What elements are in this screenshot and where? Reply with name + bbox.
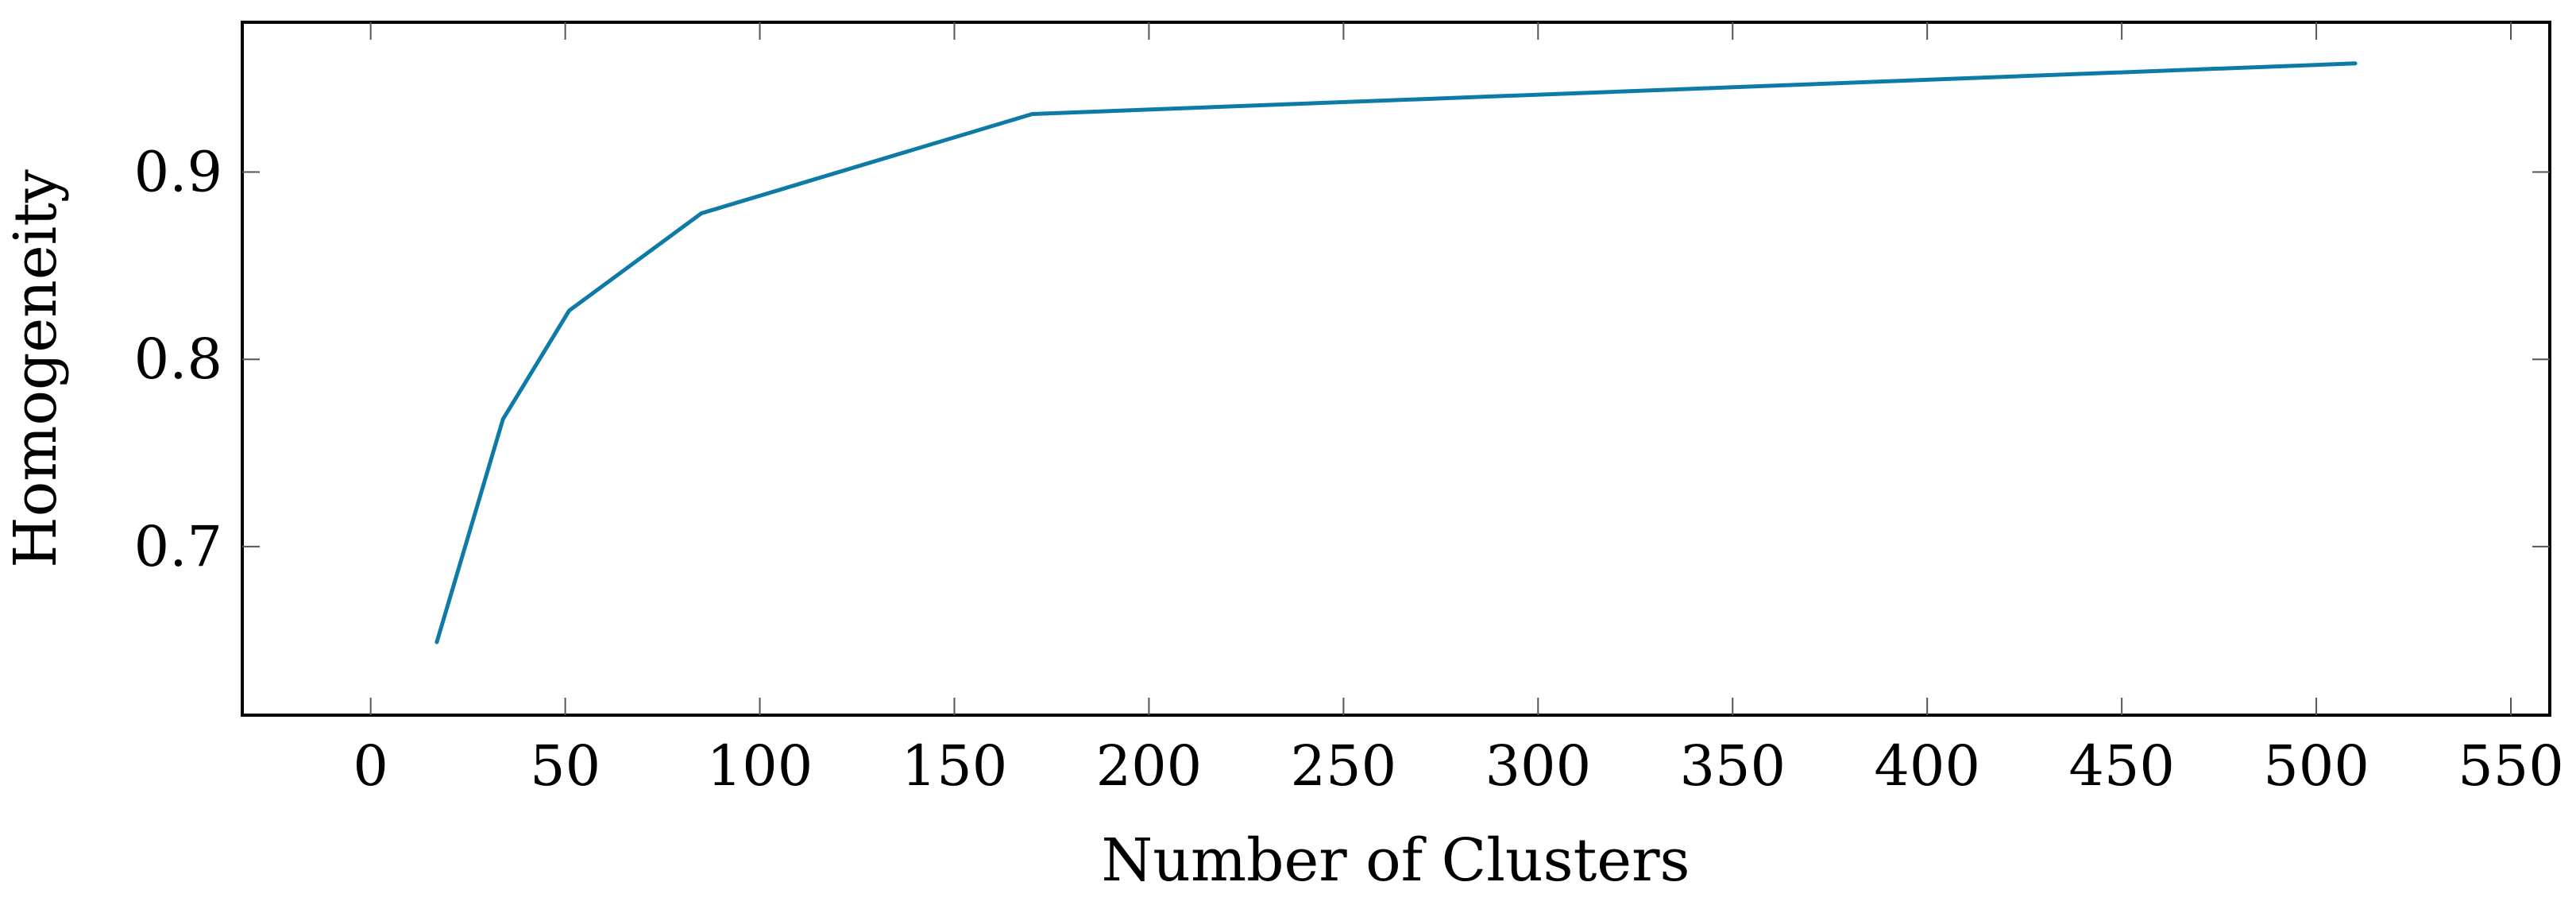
x-tick-label: 450 bbox=[2068, 733, 2175, 799]
y-tick-label: 0.9 bbox=[134, 140, 222, 205]
x-tick-label: 350 bbox=[1679, 733, 1786, 799]
y-axis-label: Homogeneity bbox=[2, 169, 70, 568]
plot-frame bbox=[241, 21, 2551, 717]
x-tick-labels: 0 50 100 150 200 250 300 350 400 450 500 550 bbox=[353, 733, 2563, 799]
series-lines bbox=[434, 61, 2358, 644]
y-tick-labels: 0.7 0.8 0.9 bbox=[134, 140, 222, 579]
x-tick-label: 100 bbox=[707, 733, 813, 799]
tick-marks bbox=[242, 22, 2550, 715]
x-tick-label: 550 bbox=[2458, 733, 2564, 799]
x-tick-label: 500 bbox=[2263, 733, 2369, 799]
x-tick-label: 250 bbox=[1291, 733, 1397, 799]
x-tick-label: 0 bbox=[353, 733, 388, 799]
x-tick-label: 200 bbox=[1096, 733, 1203, 799]
y-tick-label: 0.8 bbox=[134, 327, 222, 392]
x-tick-label: 300 bbox=[1485, 733, 1592, 799]
x-tick-label: 50 bbox=[530, 733, 601, 799]
x-tick-label: 400 bbox=[1874, 733, 1980, 799]
series-line bbox=[434, 61, 2358, 644]
y-tick-label: 0.7 bbox=[134, 514, 222, 579]
x-tick-label: 150 bbox=[902, 733, 1008, 799]
x-axis-label: Number of Clusters bbox=[1102, 826, 1690, 895]
